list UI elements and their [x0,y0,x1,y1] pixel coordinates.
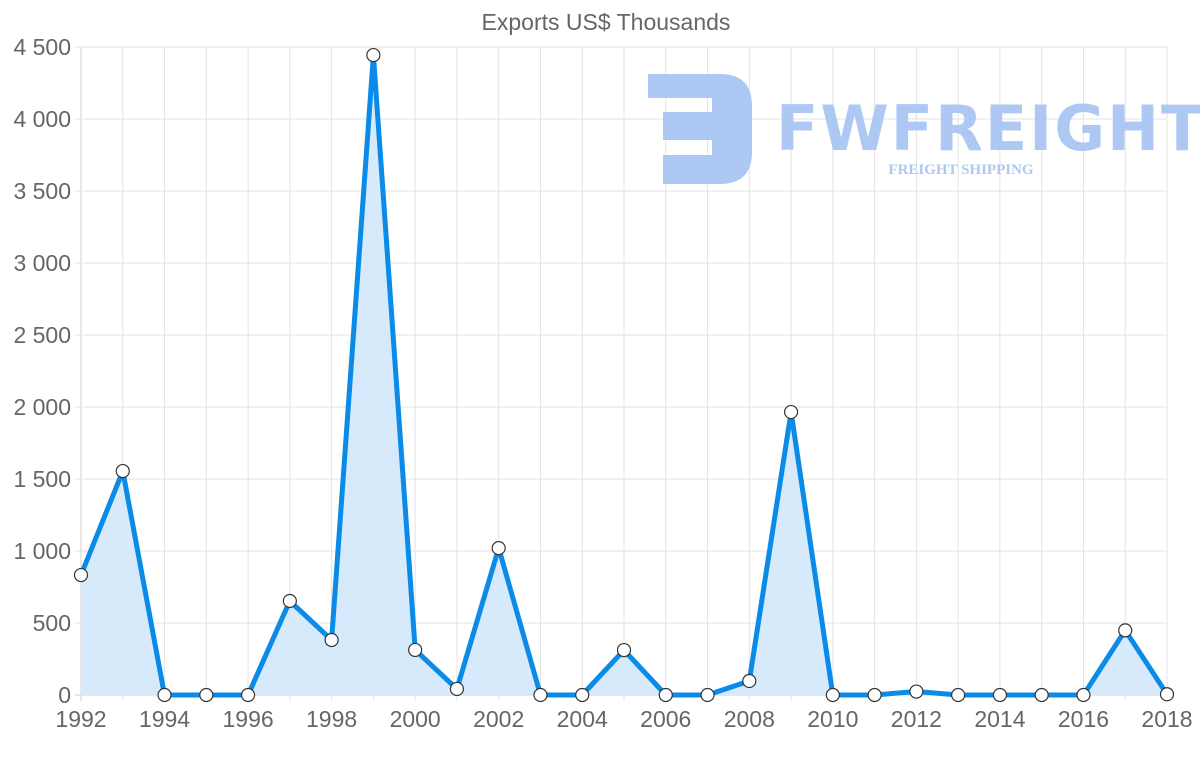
x-tick-label: 2000 [390,706,441,732]
data-point [1118,623,1133,638]
data-point [324,632,339,648]
y-tick-label: 1 000 [13,538,71,564]
y-tick-label: 0 [58,682,71,708]
x-tick-label: 1998 [306,706,357,732]
y-tick-label: 2 000 [13,394,71,420]
x-tick-label: 2004 [557,706,608,732]
data-point [909,684,924,699]
x-tick-label: 2012 [891,706,942,732]
grid-lines [75,46,1168,701]
y-axis-ticks: 0 500 1 000 1 500 2 000 2 500 3 000 3 500 4 000 4… [13,34,71,708]
data-point [282,593,297,609]
y-tick-label: 3 500 [13,178,71,204]
data-point [1159,687,1175,702]
x-tick-label: 1996 [222,706,273,732]
data-point [73,567,89,583]
y-tick-label: 500 [33,610,71,636]
data-points [73,47,1175,703]
fwfreight-watermark: FWFREIGHT FREIGHT SHIPPING [648,74,1200,184]
x-tick-label: 1992 [55,706,106,732]
data-point [491,541,506,556]
data-point [783,404,799,420]
y-tick-label: 4 500 [13,34,71,60]
x-tick-label: 1994 [139,706,190,732]
data-point [240,687,256,703]
data-point [616,642,632,658]
y-tick-label: 4 000 [13,106,71,132]
chart-title: Exports US$ Thousands [482,9,731,35]
data-point [449,681,465,697]
data-point [825,687,840,703]
x-tick-label: 2016 [1058,706,1109,732]
x-tick-label: 2008 [724,706,775,732]
y-tick-label: 1 500 [13,466,71,492]
data-point [992,687,1008,703]
data-point [1076,687,1091,703]
x-tick-label: 2014 [974,706,1025,732]
data-point [533,687,548,703]
x-tick-label: 2018 [1141,706,1192,732]
x-tick-label: 2010 [807,706,858,732]
data-point [1034,687,1049,703]
brand-tagline: FREIGHT SHIPPING [888,162,1033,178]
data-point [742,673,757,689]
data-point [366,47,381,63]
x-axis-ticks: 1992 1994 1996 1998 2000 2002 2004 2006 2008 2010… [55,706,1192,732]
area-fill [81,55,1167,696]
data-point [658,687,673,703]
data-point [951,687,966,703]
x-tick-label: 2002 [473,706,524,732]
data-point [408,642,423,658]
data-point [157,687,172,703]
data-point [700,687,715,703]
x-tick-label: 2006 [640,706,691,732]
data-point [867,687,882,703]
brand-name: FWFREIGHT [776,92,1200,165]
data-point [575,687,590,703]
fwfreight-logo-icon [648,74,752,184]
data-point [199,687,214,703]
y-tick-label: 2 500 [13,322,71,348]
y-tick-label: 3 000 [13,250,71,276]
data-point [115,463,130,479]
